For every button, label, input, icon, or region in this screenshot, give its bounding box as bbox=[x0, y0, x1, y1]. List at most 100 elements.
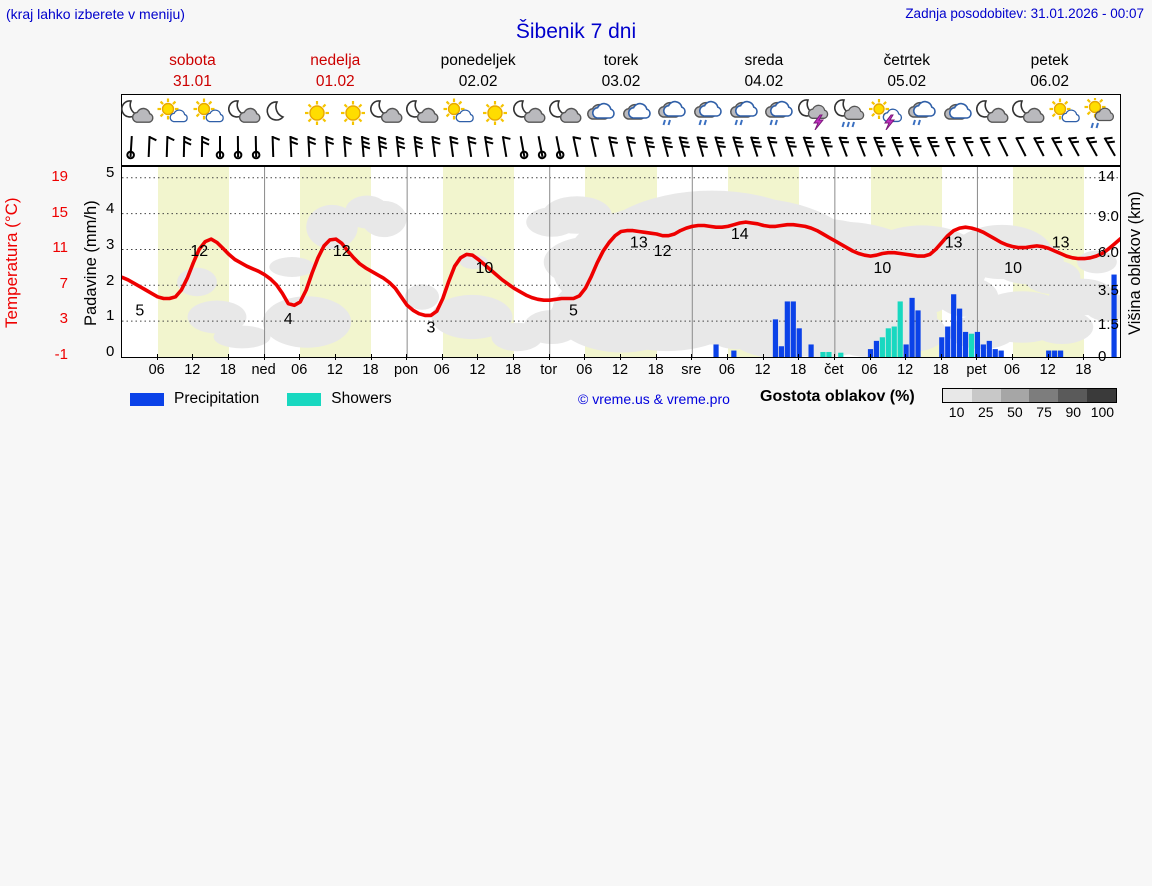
cloud-density-blob bbox=[651, 315, 713, 349]
precipitation-bar bbox=[826, 352, 831, 357]
moon-cloud-icon bbox=[228, 98, 268, 132]
hour-tick-label: pon bbox=[394, 362, 418, 378]
moon-cloud-rain-icon bbox=[834, 98, 874, 132]
hour-tick-mark bbox=[656, 354, 657, 360]
hour-tick-mark bbox=[549, 354, 550, 360]
hour-tick-label: 12 bbox=[327, 362, 343, 378]
cloud-rain-icon bbox=[905, 98, 945, 132]
density-tick-label: 75 bbox=[1036, 404, 1052, 420]
precipitation-bar bbox=[1052, 351, 1057, 357]
hour-tick-mark bbox=[371, 354, 372, 360]
density-tick-label: 25 bbox=[978, 404, 994, 420]
day-date: 05.02 bbox=[835, 71, 978, 92]
hour-tick-mark bbox=[1012, 354, 1013, 360]
hour-tick-mark bbox=[620, 354, 621, 360]
precipitation-bar bbox=[838, 353, 843, 357]
sun-cloud-icon bbox=[442, 98, 482, 132]
day-header-wednesday: sreda 04.02 bbox=[692, 50, 835, 94]
temperature-tick: 7 bbox=[42, 275, 68, 292]
temperature-value-label: 13 bbox=[1052, 235, 1070, 252]
precipitation-swatch bbox=[130, 393, 164, 406]
cloud-density-title: Gostota oblakov (%) bbox=[760, 388, 915, 406]
hour-tick-label: 18 bbox=[1075, 362, 1091, 378]
hour-tick-label: 12 bbox=[469, 362, 485, 378]
day-date: 02.02 bbox=[407, 71, 550, 92]
temperature-value-label: 10 bbox=[1004, 260, 1022, 277]
cloud-height-tick: 0 bbox=[1098, 348, 1132, 365]
day-separator bbox=[122, 655, 1120, 725]
cloud-density-blob bbox=[214, 326, 271, 349]
precipitation-bar bbox=[886, 328, 891, 357]
precipitation-tick: 4 bbox=[106, 200, 114, 217]
temperature-tick: 15 bbox=[42, 204, 68, 221]
precipitation-bar bbox=[987, 341, 992, 357]
density-swatch bbox=[1087, 389, 1116, 402]
moon-cloud-icon bbox=[121, 98, 161, 132]
sun-cloud-rain-icon bbox=[1083, 98, 1123, 132]
precipitation-bar bbox=[915, 310, 920, 357]
cloud-rain-icon bbox=[691, 98, 731, 132]
precipitation-legend-label: Precipitation bbox=[174, 390, 259, 408]
temperature-value-label: 14 bbox=[731, 226, 749, 243]
hour-tick-label: 06 bbox=[291, 362, 307, 378]
hour-tick-label: pet bbox=[966, 362, 986, 378]
cloud-density-blob bbox=[491, 323, 542, 351]
density-tick-label: 90 bbox=[1065, 404, 1081, 420]
hour-tick-mark bbox=[513, 354, 514, 360]
cloud-icon bbox=[941, 98, 981, 132]
density-tick-label: 10 bbox=[949, 404, 965, 420]
moon-cloud-icon bbox=[1012, 98, 1052, 132]
hour-tick-label: 18 bbox=[362, 362, 378, 378]
day-name: četrtek bbox=[835, 50, 978, 71]
hour-tick-label: tor bbox=[540, 362, 557, 378]
sun-storm-icon bbox=[869, 98, 909, 132]
daylight-band bbox=[122, 445, 193, 515]
day-name: torek bbox=[550, 50, 693, 71]
density-swatch bbox=[1001, 389, 1030, 402]
precipitation-bar bbox=[779, 346, 784, 357]
hour-tick-mark bbox=[228, 354, 229, 360]
precipitation-bar bbox=[999, 351, 1004, 357]
cloud-rain-icon bbox=[727, 98, 767, 132]
cloud-density-blob bbox=[269, 257, 314, 277]
hour-tick-mark bbox=[870, 354, 871, 360]
hour-tick-label: ned bbox=[251, 362, 275, 378]
precipitation-bar bbox=[791, 301, 796, 357]
temperature-value-label: 5 bbox=[569, 302, 578, 319]
density-swatch bbox=[1058, 389, 1087, 402]
temperature-value-label: 3 bbox=[426, 319, 435, 336]
precipitation-axis-title: Padavine (mm/h) bbox=[82, 168, 101, 358]
temperature-tick: 11 bbox=[42, 239, 68, 256]
day-name: sreda bbox=[692, 50, 835, 71]
copyright-label: © vreme.us & vreme.pro bbox=[578, 391, 730, 407]
temperature-value-label: 12 bbox=[333, 243, 351, 260]
precipitation-tick: 0 bbox=[106, 343, 114, 360]
moon-cloud-storm-icon bbox=[798, 98, 838, 132]
daylight-band bbox=[122, 515, 193, 585]
day-date: 03.02 bbox=[550, 71, 693, 92]
temperature-tick: -1 bbox=[42, 346, 68, 363]
cloud-height-axis-title: Višina oblakov (km) bbox=[1126, 163, 1145, 363]
precipitation-tick: 1 bbox=[106, 307, 114, 324]
hour-tick-label: 12 bbox=[184, 362, 200, 378]
cloud-height-tick: 1.5 bbox=[1098, 316, 1132, 333]
sun-cloud-icon bbox=[192, 98, 232, 132]
sun-icon bbox=[335, 98, 375, 132]
cloud-height-tick: 9.0 bbox=[1098, 208, 1132, 225]
hour-tick-label: 18 bbox=[220, 362, 236, 378]
hour-tick-label: 18 bbox=[790, 362, 806, 378]
precipitation-bar bbox=[785, 301, 790, 357]
temperature-value-label: 12 bbox=[654, 243, 672, 260]
hour-tick-mark bbox=[335, 354, 336, 360]
precipitation-tick: 2 bbox=[106, 272, 114, 289]
day-name: ponedeljek bbox=[407, 50, 550, 71]
precipitation-tick: 5 bbox=[106, 164, 114, 181]
hour-tick-mark bbox=[1083, 354, 1084, 360]
density-swatch bbox=[1029, 389, 1058, 402]
day-header-sunday: nedelja 01.02 bbox=[264, 50, 407, 94]
precipitation-bar bbox=[797, 328, 802, 357]
density-tick-label: 50 bbox=[1007, 404, 1023, 420]
hour-tick-label: 06 bbox=[576, 362, 592, 378]
